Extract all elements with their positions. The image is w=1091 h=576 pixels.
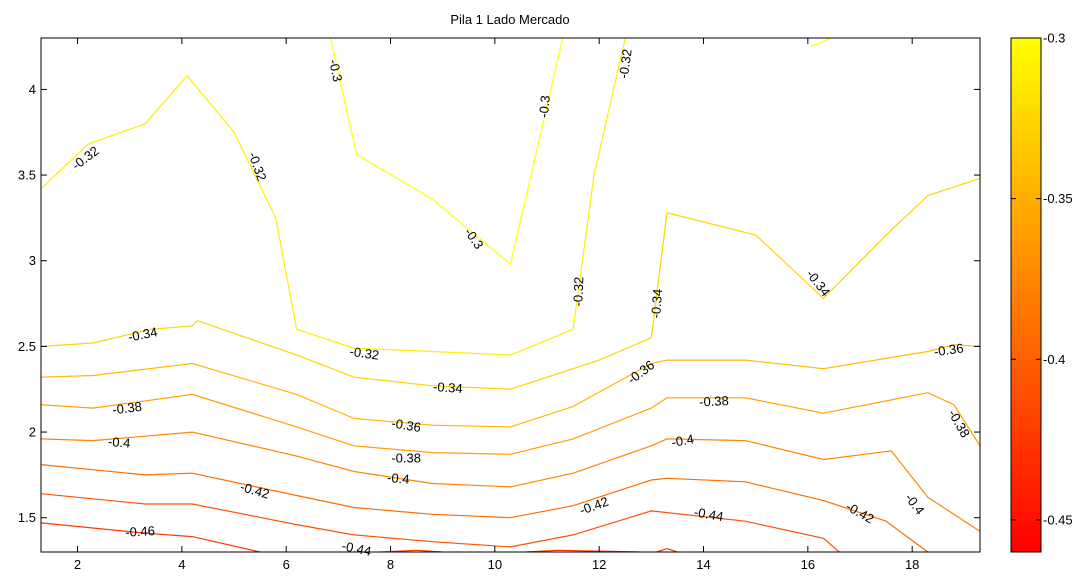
contour-line--0.42-0 (41, 464, 929, 552)
x-tick-label: 4 (178, 557, 185, 572)
contour-label: -0.34 (127, 324, 159, 344)
contour-line--0.3-0 (329, 38, 564, 266)
y-axis: 1.5 2 2.5 3 3.5 4 (18, 82, 980, 525)
contour-line--0.46-3 (656, 547, 678, 552)
x-tick-label: 18 (905, 557, 919, 572)
contour-line--0.3-1 (810, 38, 832, 48)
y-tick-label: 3.5 (18, 168, 36, 183)
x-axis: 2 4 6 8 10 12 14 16 18 (74, 38, 919, 572)
contour-label: -0.36 (390, 415, 422, 434)
contour-label: -0.44 (693, 504, 725, 524)
contour-label: -0.32 (570, 277, 586, 307)
y-tick-label: 3 (29, 253, 36, 268)
contour-line--0.4-0 (41, 431, 980, 532)
x-tick-label: 6 (283, 557, 290, 572)
contour-label: -0.4 (670, 431, 695, 450)
colorbar: -0.3 -0.35 -0.4 -0.45 (1010, 31, 1073, 553)
contour-label: -0.34 (648, 288, 665, 319)
y-tick-label: 1.5 (18, 510, 36, 525)
contour-line--0.34-0 (41, 177, 980, 390)
contour-line--0.46-1 (380, 549, 443, 552)
contour-label: -0.44 (341, 538, 373, 559)
contour-line--0.44-0 (41, 493, 840, 552)
colorbar-tick-label: -0.4 (1043, 352, 1065, 367)
contour-line--0.38-0 (41, 392, 980, 455)
x-tick-label: 16 (801, 557, 815, 572)
contour-label: -0.38 (699, 393, 729, 410)
contour-label: -0.32 (616, 48, 635, 79)
chart-title: Pila 1 Lado Mercado (450, 12, 569, 27)
colorbar-tick-label: -0.35 (1043, 191, 1073, 206)
contour-label: -0.4 (107, 434, 131, 451)
contour-label: -0.38 (111, 399, 142, 418)
x-tick-label: 10 (488, 557, 502, 572)
contour-lines (41, 38, 980, 552)
contour-label: -0.36 (933, 340, 964, 359)
contour-label: -0.3 (536, 95, 553, 119)
x-tick-label: 8 (387, 557, 394, 572)
contour-label: -0.3 (326, 58, 345, 83)
y-tick-label: 4 (29, 82, 36, 97)
x-tick-label: 14 (696, 557, 710, 572)
colorbar-tick-label: -0.45 (1043, 512, 1073, 527)
colorbar-gradient (1010, 37, 1042, 553)
contour-line--0.32-0 (41, 38, 626, 356)
contour-label: -0.32 (349, 344, 380, 363)
contour-label: -0.46 (125, 523, 155, 540)
x-tick-label: 12 (592, 557, 606, 572)
contour-label: -0.34 (433, 379, 464, 396)
y-tick-label: 2.5 (18, 339, 36, 354)
plot-frame (40, 37, 981, 553)
colorbar-ticks: -0.3 -0.35 -0.4 -0.45 (1011, 31, 1073, 527)
y-tick-label: 2 (29, 425, 36, 440)
colorbar-tick-label: -0.3 (1043, 31, 1065, 46)
contour-line--0.46-2 (526, 549, 641, 552)
x-tick-label: 2 (74, 557, 81, 572)
contour-label: -0.4 (387, 470, 411, 487)
plot-area (41, 38, 980, 552)
contour-line--0.46-0 (41, 522, 261, 552)
contour-line--0.36-0 (41, 344, 980, 428)
contour-label: -0.38 (391, 450, 421, 465)
